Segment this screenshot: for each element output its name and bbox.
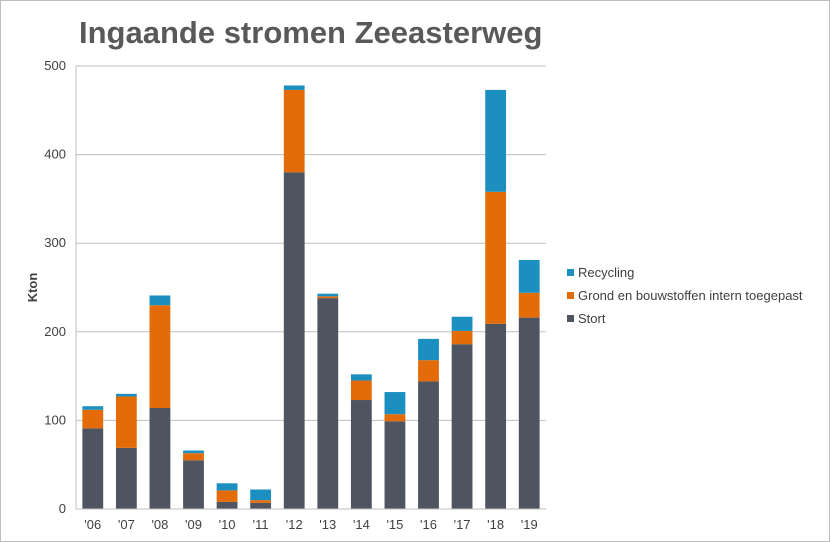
bar-segment-recycling bbox=[518, 260, 540, 293]
legend-swatch bbox=[567, 315, 574, 322]
legend-swatch bbox=[567, 269, 574, 276]
bar-segment-stort bbox=[418, 381, 439, 509]
bar-segment-stort bbox=[317, 298, 339, 509]
bar-segment-grond bbox=[283, 89, 305, 173]
bar-segment-recycling bbox=[250, 489, 272, 501]
bar-segment-recycling bbox=[183, 450, 204, 454]
bar-segment-stort bbox=[183, 460, 204, 509]
bar-segment-grond bbox=[418, 360, 439, 382]
bar-segment-grond bbox=[350, 380, 372, 401]
x-tick-label: '11 bbox=[253, 517, 269, 532]
bar-segment-grond bbox=[317, 296, 339, 299]
bar-segment-grond bbox=[115, 396, 137, 448]
bar-segment-stort bbox=[283, 172, 305, 509]
x-tick-label: '19 bbox=[521, 517, 538, 532]
x-tick-label: '14 bbox=[353, 517, 370, 532]
legend-label: Grond en bouwstoffen intern toegepast bbox=[578, 288, 803, 303]
bar-segment-recycling bbox=[115, 393, 137, 397]
y-tick-label: 500 bbox=[44, 58, 66, 73]
x-tick-label: '16 bbox=[420, 517, 437, 532]
y-tick-label: 0 bbox=[59, 501, 66, 516]
bar-segment-grond bbox=[485, 191, 507, 324]
bar-segment-stort bbox=[115, 447, 137, 509]
bar-segment-recycling bbox=[451, 316, 473, 331]
x-tick-label: '12 bbox=[286, 517, 303, 532]
legend-swatch bbox=[567, 292, 574, 299]
bar-segment-recycling bbox=[384, 392, 406, 415]
legend: Recycling Grond en bouwstoffen intern toe… bbox=[567, 265, 803, 326]
bar-segment-grond bbox=[216, 490, 238, 502]
bar-segment-recycling bbox=[216, 483, 238, 491]
bar-segment-stort bbox=[350, 400, 372, 509]
bar-segment-stort bbox=[82, 428, 104, 509]
bar-segment-grond bbox=[82, 409, 104, 429]
x-tick-label: '07 bbox=[118, 517, 135, 532]
y-tick-label: 400 bbox=[44, 147, 66, 162]
y-axis-label: Kton bbox=[25, 273, 40, 303]
chart-title: Ingaande stromen Zeeasterweg bbox=[79, 15, 543, 50]
bar-segment-stort bbox=[518, 317, 540, 509]
x-tick-label: '09 bbox=[185, 517, 202, 532]
x-tick-label: '06 bbox=[84, 517, 101, 532]
y-tick-label: 100 bbox=[44, 412, 66, 427]
y-tick-label: 200 bbox=[44, 324, 66, 339]
legend-label: Recycling bbox=[578, 265, 634, 280]
bar-segment-recycling bbox=[317, 293, 339, 297]
bar-segment-recycling bbox=[418, 338, 439, 361]
bar-segment-stort bbox=[384, 421, 406, 509]
bar-segment-stort bbox=[451, 344, 473, 509]
x-tick-label: '18 bbox=[487, 517, 504, 532]
bar-segment-stort bbox=[216, 501, 238, 509]
x-tick-label: '10 bbox=[219, 517, 236, 532]
bars bbox=[82, 85, 540, 509]
x-tick-label: '13 bbox=[319, 517, 336, 532]
legend-label: Stort bbox=[578, 311, 606, 326]
x-tick-label: '15 bbox=[386, 517, 403, 532]
x-tick-label: '17 bbox=[454, 517, 471, 532]
bar-segment-grond bbox=[518, 292, 540, 318]
bar-segment-grond bbox=[250, 500, 272, 503]
bar-segment-stort bbox=[149, 407, 171, 509]
bar-segment-recycling bbox=[82, 406, 104, 410]
bar-segment-grond bbox=[384, 414, 406, 422]
bar-segment-stort bbox=[485, 323, 507, 509]
axes: 0 100 200 300 400 500 '06 '07 '08 '09 '10 '11 '12 '13… bbox=[44, 58, 546, 532]
bar-segment-recycling bbox=[485, 89, 507, 192]
gridlines bbox=[76, 65, 546, 421]
bar-segment-grond bbox=[183, 453, 204, 461]
bar-segment-grond bbox=[149, 305, 171, 408]
y-tick-label: 300 bbox=[44, 235, 66, 250]
x-tick-label: '08 bbox=[151, 517, 168, 532]
bar-segment-stort bbox=[250, 502, 272, 509]
bar-segment-recycling bbox=[283, 85, 305, 90]
bar-segment-recycling bbox=[350, 374, 372, 381]
bar-segment-grond bbox=[451, 330, 473, 345]
bar-segment-recycling bbox=[149, 295, 171, 306]
